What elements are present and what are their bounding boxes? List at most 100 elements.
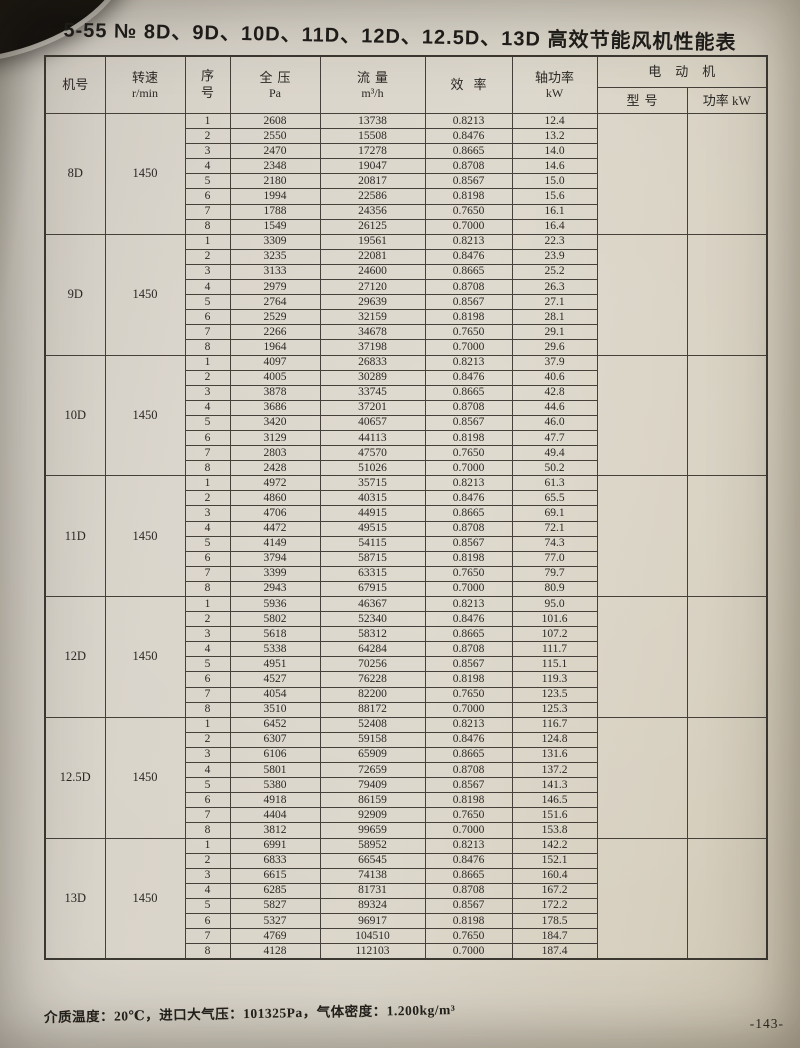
shaft-power-cell: 184.7 <box>511 928 598 945</box>
shaft-power-cell: 16.1 <box>511 203 598 220</box>
shaft-power-cell: 65.5 <box>511 490 598 507</box>
efficiency-cell: 0.8213 <box>424 354 513 371</box>
efficiency-cell: 0.7000 <box>424 339 513 356</box>
efficiency-cell: 0.8198 <box>424 188 513 205</box>
motor-model-cell <box>596 475 688 597</box>
seq-cell: 6 <box>184 188 231 205</box>
efficiency-cell: 0.8213 <box>424 112 513 130</box>
seq-cell: 5 <box>184 777 231 794</box>
header-pressure-label: 全压 <box>259 69 296 85</box>
table-row: 11D 1450 1 4972 35715 0.8213 61.3 <box>44 475 768 597</box>
header-seq-label: 序号 <box>200 68 214 100</box>
efficiency-cell: 0.8476 <box>424 852 513 869</box>
pressure-cell: 2608 <box>229 112 321 130</box>
shaft-power-cell: 137.2 <box>511 762 598 779</box>
seq-cell: 8 <box>184 943 231 960</box>
shaft-power-cell: 69.1 <box>511 505 598 522</box>
shaft-power-cell: 61.3 <box>511 475 598 492</box>
shaft-power-cell: 44.6 <box>511 399 598 416</box>
seq-cell: 5 <box>184 173 231 190</box>
motor-power-cell <box>686 475 768 597</box>
speed-cell: 1450 <box>104 716 186 839</box>
pressure-cell: 5936 <box>229 595 321 613</box>
table-row: 2 3235 22081 0.8476 23.9 <box>45 248 767 265</box>
seq-cell: 6 <box>184 912 231 930</box>
efficiency-cell: 0.8198 <box>424 671 513 688</box>
seq-cell: 7 <box>184 565 231 582</box>
shaft-power-cell: 142.2 <box>511 837 598 854</box>
shaft-power-cell: 22.3 <box>511 233 598 250</box>
machine-cell: 13D <box>44 837 106 960</box>
pressure-cell: 4769 <box>229 928 321 945</box>
seq-cell: 7 <box>184 445 231 462</box>
flow-cell: 30289 <box>319 369 426 386</box>
header-flow: 流量 m³/h <box>319 55 426 114</box>
flow-cell: 26833 <box>319 354 426 371</box>
pressure-cell: 2428 <box>229 460 321 477</box>
header-speed: 转速 r/min <box>104 55 186 114</box>
flow-cell: 40315 <box>319 490 426 507</box>
pressure-cell: 6307 <box>229 731 321 748</box>
pressure-cell: 3510 <box>229 701 321 718</box>
speed-cell: 1450 <box>104 475 186 597</box>
efficiency-cell: 0.7650 <box>424 324 513 341</box>
flow-cell: 79409 <box>319 777 426 794</box>
flow-cell: 52408 <box>319 716 426 733</box>
table-row: 6 3794 58715 0.8198 77.0 <box>45 550 767 567</box>
flow-cell: 13738 <box>319 112 426 130</box>
pressure-cell: 5801 <box>229 762 321 779</box>
pressure-cell: 3309 <box>229 233 321 250</box>
pressure-cell: 3686 <box>229 399 321 416</box>
pressure-cell: 3399 <box>229 565 321 582</box>
flow-cell: 104510 <box>319 928 426 945</box>
pressure-cell: 4951 <box>229 656 321 673</box>
efficiency-cell: 0.8708 <box>424 641 513 658</box>
efficiency-cell: 0.7650 <box>424 445 513 462</box>
efficiency-cell: 0.8567 <box>424 897 513 914</box>
flow-cell: 29639 <box>319 294 426 311</box>
flow-cell: 76228 <box>319 671 426 688</box>
table-row: 4 5338 64284 0.8708 111.7 <box>45 641 767 658</box>
seq-cell: 2 <box>184 611 231 628</box>
pressure-cell: 2348 <box>229 158 321 175</box>
table-row: 8 3812 99659 0.7000 153.8 <box>45 822 767 839</box>
speed-cell: 1450 <box>104 113 186 235</box>
efficiency-cell: 0.8567 <box>424 414 513 431</box>
efficiency-cell: 0.8708 <box>424 762 513 779</box>
flow-cell: 88172 <box>319 701 426 718</box>
pressure-cell: 4128 <box>229 943 321 960</box>
footer-note: 介质温度：20℃，进口大气压：101325Pa，气体密度：1.200kg/m³ <box>43 1002 456 1025</box>
pressure-cell: 4097 <box>229 354 321 371</box>
seq-cell: 1 <box>184 716 231 733</box>
efficiency-cell: 0.8476 <box>424 369 513 386</box>
flow-cell: 15508 <box>319 128 426 145</box>
shaft-power-cell: 27.1 <box>511 294 598 311</box>
pressure-cell: 3420 <box>229 414 321 431</box>
seq-cell: 6 <box>184 550 231 567</box>
table-row: 4 5801 72659 0.8708 137.2 <box>45 762 767 779</box>
seq-cell: 5 <box>184 294 231 311</box>
header-flow-label: 流量 <box>356 69 393 85</box>
seq-cell: 3 <box>184 746 231 764</box>
shaft-power-cell: 40.6 <box>511 369 598 386</box>
flow-cell: 32159 <box>319 309 426 326</box>
seq-cell: 8 <box>184 460 231 477</box>
seq-cell: 4 <box>184 520 231 537</box>
shaft-power-cell: 172.2 <box>511 897 598 914</box>
table-row: 4 6285 81731 0.8708 167.2 <box>45 882 767 899</box>
seq-cell: 4 <box>184 762 231 779</box>
motor-model-cell <box>596 233 688 356</box>
flow-cell: 66545 <box>319 852 426 869</box>
seq-cell: 6 <box>184 671 231 688</box>
motor-model-cell <box>596 113 688 235</box>
shaft-power-cell: 153.8 <box>511 822 598 839</box>
efficiency-cell: 0.8476 <box>424 128 513 145</box>
flow-cell: 33745 <box>319 384 426 401</box>
flow-cell: 58312 <box>319 626 426 643</box>
header-shaft-power-label: 轴功率 <box>534 69 574 85</box>
efficiency-cell: 0.8665 <box>424 143 513 160</box>
flow-cell: 59158 <box>319 731 426 748</box>
pressure-cell: 1964 <box>229 339 321 356</box>
pressure-cell: 2266 <box>229 324 321 341</box>
header-motor-power: 功率 kW <box>686 87 768 114</box>
